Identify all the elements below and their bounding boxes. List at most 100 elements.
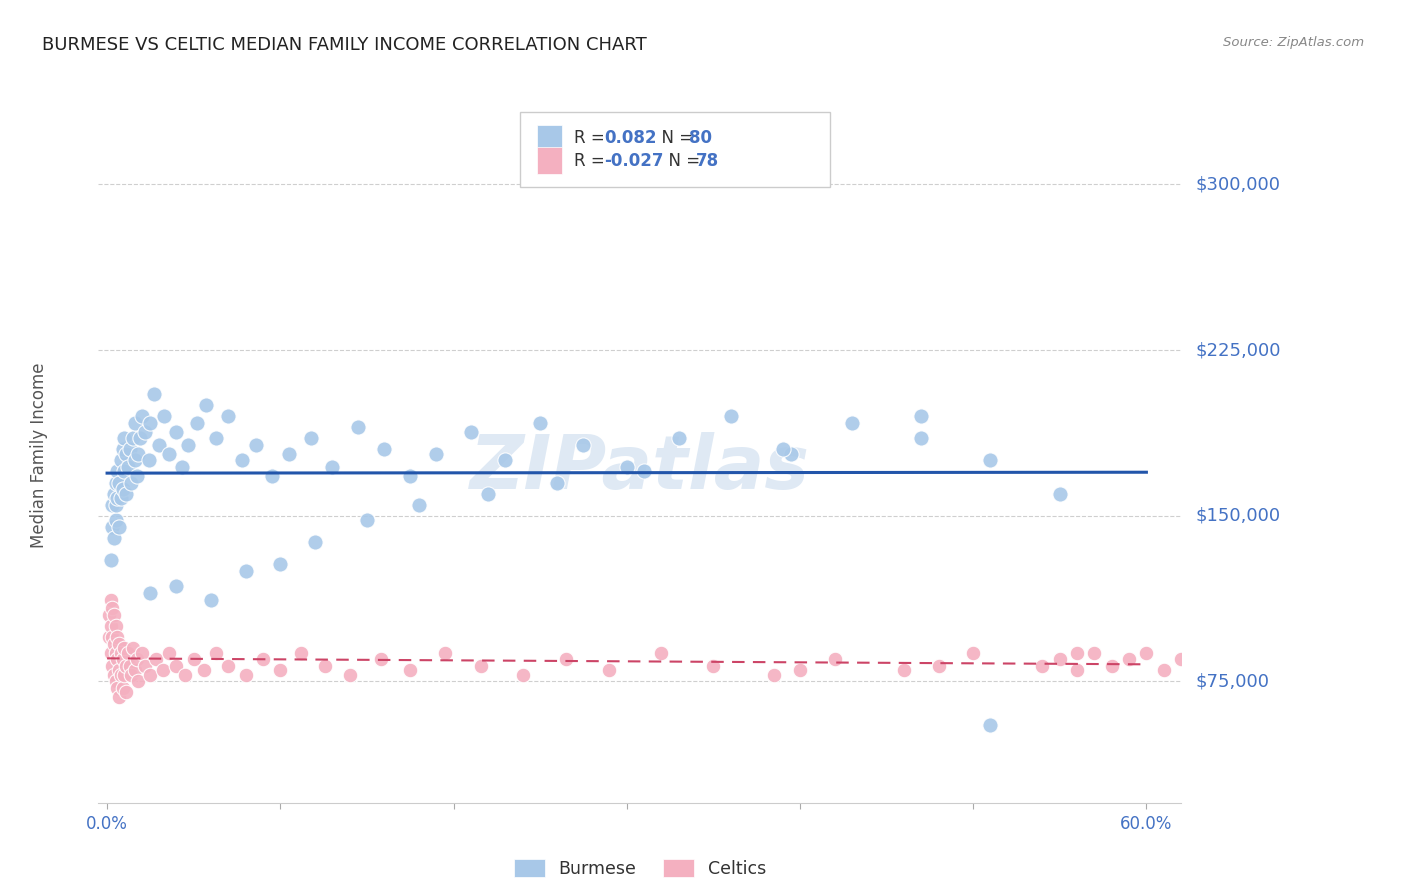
Text: 0.082: 0.082: [605, 129, 657, 147]
Text: -0.027: -0.027: [605, 152, 664, 169]
Text: Median Family Income: Median Family Income: [30, 362, 48, 548]
Point: [115, 447, 138, 461]
Point: [314, 658, 336, 673]
Point: [1135, 646, 1157, 660]
Point: [112, 431, 135, 445]
Point: [1066, 663, 1088, 677]
Point: [103, 608, 125, 623]
Point: [245, 438, 267, 452]
Point: [235, 564, 257, 578]
Point: [100, 553, 122, 567]
Point: [269, 558, 291, 572]
Point: [108, 690, 131, 704]
Point: [108, 519, 131, 533]
Point: [165, 425, 187, 439]
Point: [598, 663, 620, 677]
Point: [112, 465, 135, 479]
Point: [104, 619, 127, 633]
Point: [546, 475, 568, 490]
Point: [174, 667, 197, 681]
Point: [118, 442, 141, 457]
Point: [979, 718, 1001, 732]
Point: [650, 646, 672, 660]
Point: [118, 658, 141, 673]
Point: [399, 469, 422, 483]
Point: [108, 637, 131, 651]
Point: [780, 447, 803, 461]
Point: [269, 663, 291, 677]
Point: [572, 438, 595, 452]
Point: [101, 519, 124, 533]
Point: [122, 431, 145, 445]
Point: [112, 641, 135, 656]
Point: [762, 667, 785, 681]
Point: [1049, 486, 1071, 500]
Point: [127, 674, 149, 689]
Text: $75,000: $75,000: [1195, 673, 1270, 690]
Point: [103, 667, 125, 681]
Point: [107, 630, 129, 644]
Legend: Burmese, Celtics: Burmese, Celtics: [513, 859, 766, 878]
Point: [100, 646, 122, 660]
Point: [170, 460, 193, 475]
Point: [720, 409, 742, 424]
Point: [470, 658, 492, 673]
Point: [205, 646, 228, 660]
Point: [301, 431, 323, 445]
Point: [104, 646, 127, 660]
Point: [124, 453, 146, 467]
Point: [139, 667, 162, 681]
Point: [159, 646, 181, 660]
Point: [120, 475, 142, 490]
Point: [231, 453, 253, 467]
Point: [668, 431, 690, 445]
Point: [152, 663, 174, 677]
Point: [555, 652, 578, 666]
Point: [103, 486, 125, 500]
Point: [702, 658, 724, 673]
Point: [107, 465, 129, 479]
Point: [131, 646, 153, 660]
Point: [910, 409, 932, 424]
Point: [1083, 646, 1105, 660]
Text: $150,000: $150,000: [1195, 507, 1281, 524]
Point: [115, 685, 138, 699]
Point: [347, 420, 370, 434]
Text: ZIPatlas: ZIPatlas: [470, 433, 810, 506]
Point: [115, 658, 138, 673]
Point: [107, 652, 129, 666]
Point: [183, 652, 205, 666]
Point: [425, 447, 447, 461]
Point: [139, 416, 162, 430]
Point: [217, 409, 239, 424]
Point: [112, 667, 135, 681]
Point: [134, 658, 156, 673]
Point: [1118, 652, 1140, 666]
Point: [1066, 646, 1088, 660]
Point: [1031, 658, 1053, 673]
Point: [142, 387, 165, 401]
Point: [321, 460, 343, 475]
Point: [460, 425, 482, 439]
Point: [134, 425, 156, 439]
Point: [1170, 652, 1192, 666]
Point: [260, 469, 283, 483]
Point: [1101, 658, 1123, 673]
Point: [278, 447, 301, 461]
Point: [139, 586, 162, 600]
Point: [111, 652, 134, 666]
Point: [235, 667, 257, 681]
Text: 80: 80: [689, 129, 711, 147]
Point: [1049, 652, 1071, 666]
Point: [789, 663, 811, 677]
Point: [339, 667, 361, 681]
Point: [117, 460, 139, 475]
Point: [841, 416, 863, 430]
Text: N =: N =: [658, 152, 706, 169]
Point: [165, 579, 187, 593]
Point: [131, 409, 153, 424]
Point: [111, 482, 134, 496]
Point: [104, 513, 127, 527]
Point: [979, 453, 1001, 467]
Point: [962, 646, 984, 660]
